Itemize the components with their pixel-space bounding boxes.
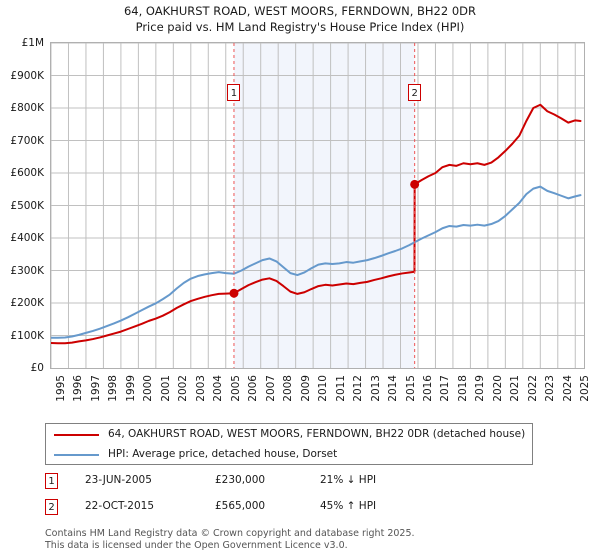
legend-item-hpi: HPI: Average price, detached house, Dors… [46,444,532,465]
transaction-price: £230,000 [215,474,266,486]
legend-item-price-paid: 64, OAKHURST ROAD, WEST MOORS, FERNDOWN,… [46,424,532,445]
x-axis-tick-label: 2022 [526,375,539,402]
y-axis-tick-label: £400K [10,232,44,244]
x-axis-tick-label: 1997 [89,375,102,402]
legend-label-hpi: HPI: Average price, detached house, Dors… [108,448,338,460]
x-axis-tick-label: 2002 [177,375,190,402]
x-axis-tick-label: 2003 [194,375,207,402]
y-axis-tick-label: £100K [10,329,44,342]
x-axis-tick-label: 2000 [142,375,155,402]
x-axis-tick-label: 2023 [544,375,557,402]
x-axis-tick-label: 2008 [282,375,295,402]
x-axis-tick-label: 2014 [387,375,400,402]
x-axis-tick-label: 2024 [561,375,574,402]
y-axis-tick-label: £300K [10,264,44,277]
chart-marker-badge: 2 [408,84,422,101]
chart-svg [51,43,584,368]
transaction-price: £565,000 [215,500,266,512]
transaction-date: 23-JUN-2005 [85,474,152,486]
x-axis-tick-label: 2013 [369,375,382,402]
transaction-hpi-delta: 45% ↑ HPI [320,500,377,512]
x-axis-tick-label: 2025 [579,375,592,402]
x-axis-tick-label: 2020 [491,375,504,402]
legend-swatch-hpi [54,454,99,456]
chart-container: £0 £100K £200K £300K £400K £500K £600K £700K £80… [0,36,600,402]
x-axis-tick-label: 2016 [421,375,434,402]
legend-swatch-price-paid [54,434,99,436]
page-title: 64, OAKHURST ROAD, WEST MOORS, FERNDOWN,… [0,3,600,35]
x-axis-tick-label: 2005 [229,375,242,402]
title-line-2: Price paid vs. HM Land Registry's House … [135,20,465,34]
x-axis-tick-label: 2010 [317,375,330,402]
x-axis-tick-label: 1995 [55,375,67,402]
x-axis-tick-label: 2009 [299,375,312,402]
y-axis-tick-label: £600K [10,167,44,179]
y-axis-tick-label: £1M [21,37,44,49]
x-axis-tick-label: 2011 [334,375,347,402]
x-axis-tick-label: 2015 [404,375,417,402]
chart-marker-badge: 1 [227,84,241,101]
x-axis-tick-label: 2001 [159,375,172,402]
transaction-date: 22-OCT-2015 [85,500,154,512]
x-axis-labels: 1995 1996 1997 1998 1999 2000 2001 2002 2003 2004… [50,373,591,425]
legend-label-price-paid: 64, OAKHURST ROAD, WEST MOORS, FERNDOWN,… [108,428,526,440]
x-axis-tick-label: 1999 [124,375,137,402]
y-axis-tick-label: £200K [10,297,44,309]
x-axis-tick-label: 2006 [247,375,260,402]
x-axis-tick-label: 1996 [72,375,85,402]
footer-attribution: Contains HM Land Registry data © Crown c… [45,528,585,551]
y-axis-tick-label: £500K [10,199,44,212]
footer-line-1: Contains HM Land Registry data © Crown c… [45,528,415,539]
y-axis-labels: £0 £100K £200K £300K £400K £500K £600K £700K £80… [0,38,47,374]
footer-line-2: This data is licensed under the Open Gov… [45,539,348,551]
x-axis-tick-label: 2017 [439,375,452,402]
title-line-1: 64, OAKHURST ROAD, WEST MOORS, FERNDOWN,… [123,4,476,18]
transaction-hpi-delta: 21% ↓ HPI [320,474,377,486]
table-row: 2 22-OCT-2015 £565,000 45% ↑ HPI [45,498,545,522]
transactions-table: 1 23-JUN-2005 £230,000 21% ↓ HPI 2 22-OC… [45,472,545,522]
plot-area [50,42,585,369]
x-axis-tick-label: 2019 [474,375,487,402]
x-axis-tick-label: 2018 [456,375,469,402]
y-axis-tick-label: £800K [10,102,44,114]
x-axis-tick-label: 2004 [212,375,225,402]
x-axis-tick-label: 2021 [509,375,522,402]
y-axis-tick-label: £700K [10,134,44,147]
y-axis-tick-label: £0 [30,362,44,374]
table-row: 1 23-JUN-2005 £230,000 21% ↓ HPI [45,472,545,496]
y-axis-tick-label: £900K [10,69,44,82]
chart-legend: 64, OAKHURST ROAD, WEST MOORS, FERNDOWN,… [45,423,533,465]
transaction-index-badge: 2 [45,499,58,515]
x-axis-tick-label: 1998 [107,375,120,402]
transaction-index-badge: 1 [45,473,58,489]
x-axis-tick-label: 2007 [264,375,277,402]
x-axis-tick-label: 2012 [352,375,365,402]
